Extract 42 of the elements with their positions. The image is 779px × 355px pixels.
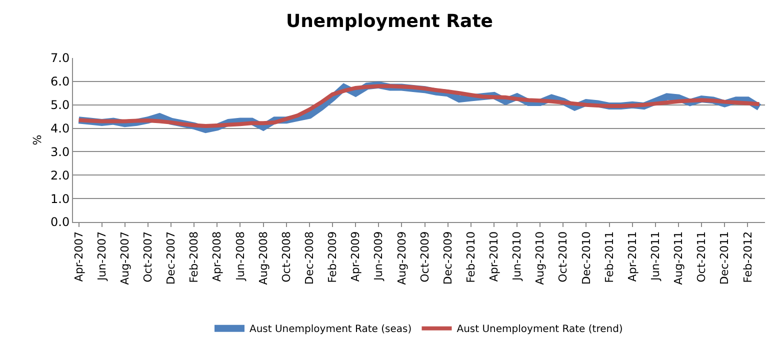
x-tick-label: Jun-2011 <box>649 231 662 282</box>
y-axis-title: % <box>31 134 44 146</box>
y-tick-label: 6.0 <box>50 74 70 89</box>
y-tick-label: 5.0 <box>50 98 70 112</box>
x-tick-label: Apr-2010 <box>488 231 501 282</box>
x-tick-label: Dec-2010 <box>580 231 593 285</box>
x-tick-label: Apr-2008 <box>210 231 224 282</box>
x-tick-label: Jun-2009 <box>372 231 386 282</box>
x-tick-label: Apr-2009 <box>349 231 362 282</box>
x-tick-label: Apr-2007 <box>72 231 86 282</box>
x-tick-label: Oct-2007 <box>142 231 155 282</box>
x-tick-label: Oct-2010 <box>556 231 570 282</box>
x-tick-label: Jun-2010 <box>510 231 524 282</box>
x-tick-label: Aug-2008 <box>256 231 270 285</box>
x-tick-label: Feb-2010 <box>464 231 478 283</box>
x-tick-label: Aug-2010 <box>534 231 547 285</box>
x-tick-label: Feb-2011 <box>602 231 616 283</box>
y-tick-label: 7.0 <box>50 51 70 66</box>
y-tick-label: 2.0 <box>50 168 70 182</box>
x-tick-label: Dec-2007 <box>164 231 178 285</box>
x-tick-label: Feb-2009 <box>326 231 340 283</box>
x-tick-label: Dec-2009 <box>441 231 454 285</box>
y-tick-label: 3.0 <box>50 144 70 159</box>
x-tick-label: Feb-2012 <box>741 231 754 283</box>
x-tick-label: Aug-2009 <box>395 231 408 285</box>
x-tick-label: Aug-2007 <box>118 231 132 285</box>
y-tick-label: 1.0 <box>50 192 70 206</box>
x-tick-label: Dec-2011 <box>718 231 732 285</box>
x-tick-label: Oct-2011 <box>695 231 708 282</box>
y-tick-label: 0.0 <box>50 215 70 230</box>
x-tick-label: Feb-2008 <box>188 231 201 283</box>
x-tick-label: Oct-2008 <box>280 231 293 282</box>
chart-title: Unemployment Rate <box>286 10 494 32</box>
x-tick-label: Aug-2011 <box>672 231 686 285</box>
x-tick-label: Dec-2008 <box>303 231 316 285</box>
x-tick-label: Apr-2011 <box>626 231 639 282</box>
legend-label: Aust Unemployment Rate (seas) <box>250 324 412 336</box>
x-tick-label: Jun-2007 <box>95 231 108 282</box>
y-tick-label: 4.0 <box>50 121 70 136</box>
x-tick-label: Jun-2008 <box>234 231 247 282</box>
x-tick-label: Oct-2009 <box>418 231 432 282</box>
legend-label: Aust Unemployment Rate (trend) <box>456 324 623 336</box>
